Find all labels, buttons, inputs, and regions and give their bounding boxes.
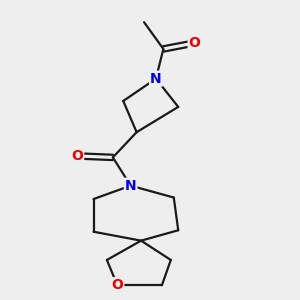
Text: O: O (71, 149, 83, 163)
Text: O: O (189, 36, 200, 50)
Text: N: N (125, 179, 136, 193)
Text: O: O (111, 278, 123, 292)
Text: N: N (150, 72, 162, 86)
